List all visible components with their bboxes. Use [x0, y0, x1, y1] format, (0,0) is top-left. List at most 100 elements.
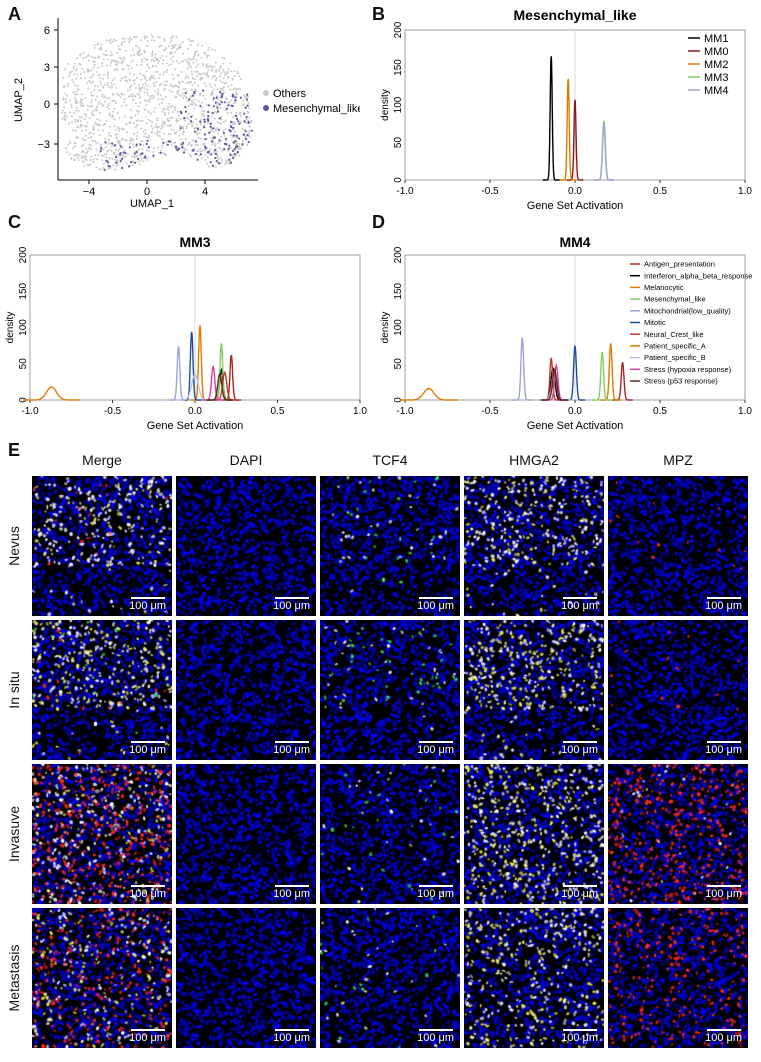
umap-point-other [88, 116, 91, 119]
umap-point-other [113, 125, 116, 128]
umap-point-other [235, 111, 238, 114]
umap-point-other [151, 130, 154, 133]
umap-point-other [232, 115, 235, 118]
umap-point-other [117, 48, 120, 51]
umap-point-other [109, 64, 112, 67]
umap-point-other [129, 116, 132, 119]
umap-point-other [226, 112, 229, 114]
umap-point-other [196, 70, 199, 73]
umap-point-other [159, 73, 161, 76]
umap-point-other [165, 71, 168, 74]
umap-point-other [99, 89, 102, 92]
umap-point-mesenchymal [217, 128, 220, 131]
umap-point-other [64, 68, 66, 71]
umap-point-other [108, 40, 111, 42]
umap-ytick: 3 [44, 62, 50, 74]
umap-point-other [111, 157, 114, 160]
umap-point-other [151, 35, 154, 38]
umap-point-other [98, 77, 101, 80]
umap-point-mesenchymal [228, 158, 231, 161]
umap-point-mesenchymal [120, 157, 124, 160]
umap-point-other [152, 151, 155, 153]
umap-point-other [154, 65, 157, 68]
umap-point-other [136, 154, 139, 157]
legend-swatch-others [263, 90, 269, 96]
umap-point-mesenchymal [137, 157, 140, 161]
umap-point-other [150, 39, 153, 42]
umap-point-other [93, 47, 96, 49]
scale-bar-label: 100 μm [129, 888, 166, 900]
umap-point-other [92, 66, 95, 69]
scale-bar: 100 μm [705, 1029, 742, 1044]
scale-bar: 100 μm [417, 1029, 454, 1044]
scale-bar: 100 μm [705, 597, 742, 612]
umap-point-other [100, 154, 103, 157]
umap-point-other [70, 104, 73, 107]
umap-point-other [72, 81, 75, 84]
umap-point-other [188, 65, 191, 68]
row-label-nevus: Nevus [6, 526, 22, 566]
umap-point-other [135, 64, 138, 67]
column-header-tcf4: TCF4 [372, 452, 408, 468]
umap-point-other [190, 40, 193, 43]
umap-point-other [176, 48, 179, 51]
density-curve [612, 362, 633, 401]
umap-point-other [95, 109, 98, 112]
umap-point-other [136, 52, 139, 55]
y-tick-label: 50 [393, 358, 404, 370]
umap-point-other [156, 134, 159, 137]
umap-point-other [152, 127, 154, 130]
umap-point-other [153, 85, 156, 88]
umap-point-other [73, 93, 76, 96]
umap-point-other [140, 88, 142, 91]
umap-point-other [201, 107, 204, 109]
umap-point-other [166, 117, 169, 120]
umap-point-other [102, 162, 105, 165]
umap-point-other [109, 51, 112, 54]
x-tick-label: 0.5 [653, 406, 667, 417]
scale-bar-label: 100 μm [417, 600, 454, 612]
scale-bar-label: 100 μm [129, 744, 166, 756]
umap-point-other [196, 50, 199, 53]
umap-point-other [225, 81, 228, 84]
umap-point-other [155, 123, 157, 126]
umap-point-other [115, 164, 118, 167]
umap-point-mesenchymal [119, 159, 122, 162]
umap-point-mesenchymal [115, 161, 118, 164]
umap-point-other [80, 115, 83, 118]
umap-point-other [158, 84, 161, 87]
umap-point-other [101, 104, 104, 107]
umap-point-other [160, 123, 163, 126]
umap-point-mesenchymal [214, 156, 217, 160]
umap-point-other [171, 90, 174, 93]
micrograph-nevus-merge: 100 μm [32, 476, 172, 616]
umap-point-other [136, 92, 139, 95]
umap-point-other [141, 60, 144, 63]
umap-point-other [97, 129, 100, 132]
scale-bar-label: 100 μm [417, 1032, 454, 1044]
umap-point-other [102, 53, 105, 56]
umap-point-other [86, 121, 89, 124]
umap-point-other [214, 129, 217, 132]
umap-point-other [222, 86, 225, 89]
scale-bar-line [130, 741, 165, 743]
legend-label: MM3 [704, 72, 728, 84]
umap-point-other [151, 76, 154, 79]
umap-point-other [73, 159, 76, 162]
umap-point-other [203, 114, 206, 117]
umap-point-other [195, 123, 198, 126]
umap-point-other [86, 151, 88, 154]
umap-point-other [86, 104, 89, 107]
umap-point-other [150, 132, 153, 134]
umap-point-other [134, 126, 137, 129]
umap-point-other [77, 88, 80, 91]
umap-point-other [82, 57, 85, 60]
umap-point-other [77, 109, 80, 112]
umap-point-mesenchymal [128, 165, 131, 168]
umap-point-mesenchymal [176, 148, 179, 152]
umap-point-other [79, 53, 82, 56]
umap-point-other [139, 72, 142, 75]
umap-point-other [156, 119, 159, 122]
umap-point-other [80, 145, 83, 148]
umap-point-other [226, 101, 229, 104]
